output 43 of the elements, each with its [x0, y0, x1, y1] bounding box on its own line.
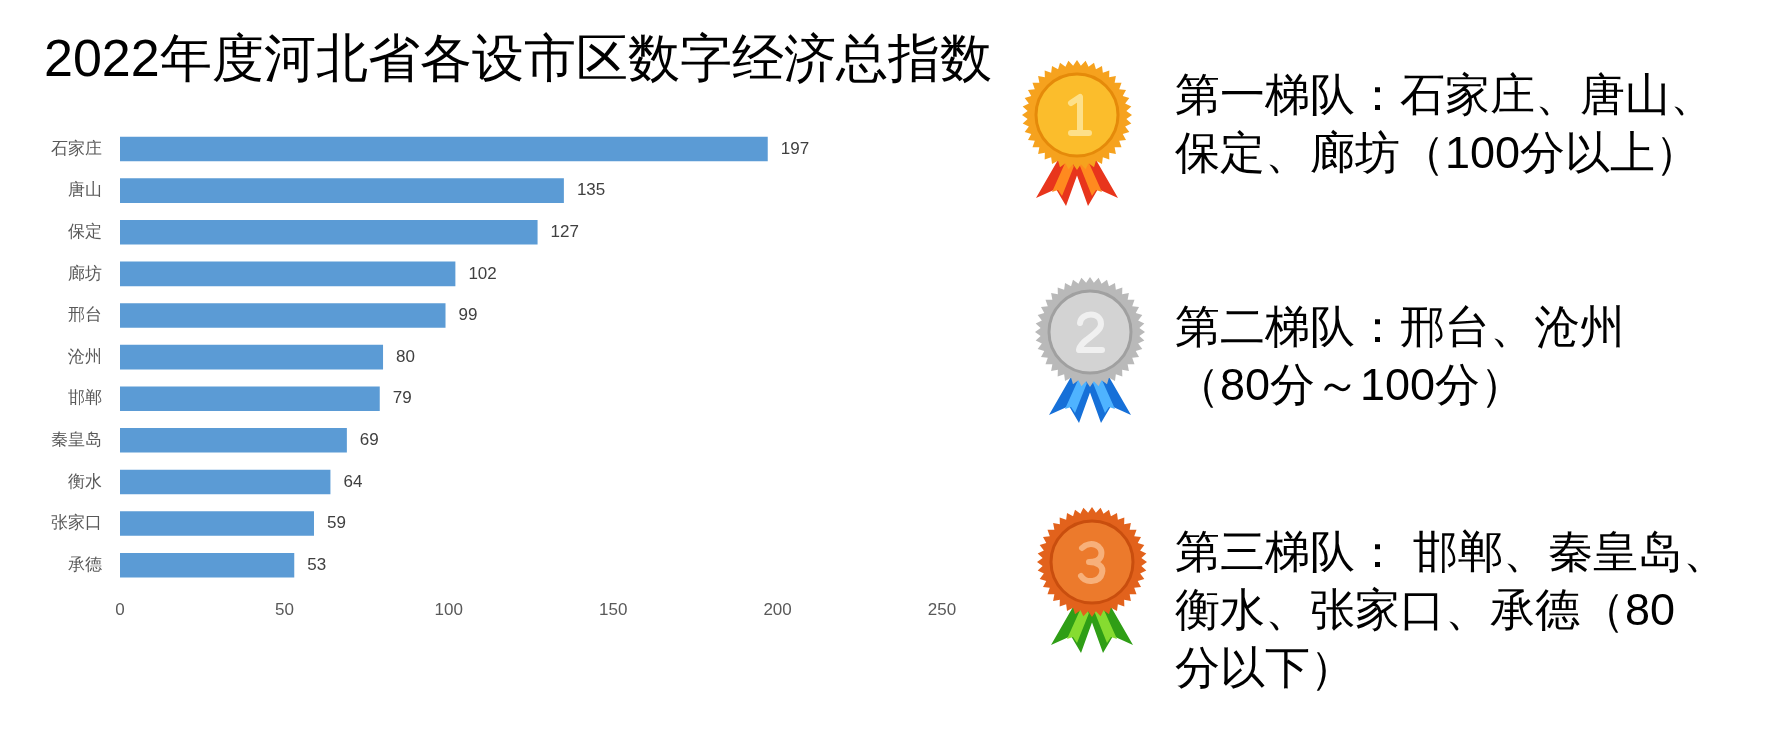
- bar: [120, 511, 314, 536]
- y-tick-label: 邯郸: [68, 388, 102, 408]
- bar: [120, 428, 347, 453]
- data-label: 102: [468, 263, 497, 283]
- data-label: 135: [576, 180, 606, 200]
- chart-title: 2022年度河北省各设市区数字经济总指数: [44, 28, 992, 89]
- data-label: 53: [307, 554, 327, 574]
- bar: [120, 386, 380, 411]
- bar: [120, 552, 295, 578]
- y-tick-label: 秦皇岛: [51, 430, 102, 450]
- y-tick-label: 沧州: [68, 346, 102, 366]
- x-tick-label: 50: [274, 599, 294, 619]
- text: 第二梯队：邢台、沧州（80分～100分）: [1175, 300, 1625, 412]
- y-tick-label: 唐山: [68, 180, 102, 200]
- bar: [120, 303, 446, 328]
- y-tick-label: 石家庄: [51, 138, 102, 158]
- data-label: 80: [396, 346, 415, 366]
- y-tick-label: 保定: [68, 221, 102, 241]
- text: 第一梯队：石家庄、唐山、保定、廊坊（100分以上）: [1175, 68, 1715, 180]
- y-tick-label: 衡水: [68, 471, 102, 491]
- data-label: 79: [392, 388, 412, 408]
- bar: [120, 261, 456, 287]
- data-label: 99: [458, 305, 478, 325]
- data-label: 197: [780, 138, 810, 158]
- x-tick-label: 0: [115, 599, 125, 619]
- text: 第三梯队： 邯郸、秦皇岛、衡水、张家口、承德（80分以下）: [1175, 525, 1728, 695]
- bar: [120, 219, 538, 245]
- x-tick-label: 100: [434, 599, 463, 619]
- bar: [120, 344, 384, 370]
- data-label: 69: [359, 430, 379, 450]
- data-label: 127: [550, 221, 579, 241]
- x-tick-label: 150: [599, 599, 628, 619]
- bar: [120, 178, 564, 203]
- y-tick-label: 承德: [68, 554, 102, 574]
- bar: [120, 136, 768, 162]
- x-tick-label: 250: [927, 599, 957, 619]
- x-tick-label: 200: [763, 599, 792, 619]
- data-label: 59: [326, 513, 346, 533]
- y-tick-label: 张家口: [51, 513, 102, 533]
- y-tick-label: 廊坊: [68, 263, 102, 283]
- bar: [120, 469, 331, 495]
- data-label: 64: [343, 471, 363, 491]
- y-tick-label: 邢台: [68, 305, 102, 325]
